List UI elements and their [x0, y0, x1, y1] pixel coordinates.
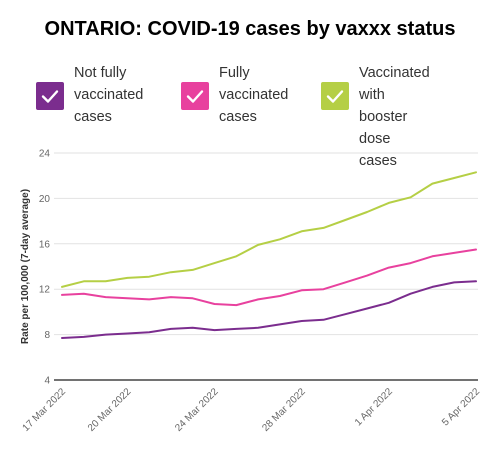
y-tick-label: 12 — [39, 285, 51, 296]
legend-label: Not fully vaccinated cases — [74, 65, 144, 125]
legend-label: Fully vaccinated cases — [219, 65, 289, 125]
x-tick-label: 17 Mar 2022 — [21, 386, 69, 434]
legend-label: Vaccinated with booster dose cases — [359, 65, 430, 169]
y-axis-label: Rate per 100,000 (7-day average) — [20, 189, 31, 344]
chart-title: ONTARIO: COVID-19 cases by vaxxx status — [44, 18, 456, 40]
series-line-1 — [61, 248, 477, 307]
legend-swatch-booster — [321, 82, 349, 110]
check-icon — [181, 82, 209, 110]
swatch-bg — [181, 82, 209, 110]
swatch-bg — [36, 82, 64, 110]
y-tick-label: 16 — [39, 239, 51, 250]
check-icon — [321, 82, 349, 110]
y-tick-label: 8 — [44, 330, 50, 341]
series-line-0 — [61, 280, 477, 339]
series-line-2 — [61, 171, 477, 288]
y-tick-label: 4 — [44, 376, 50, 387]
x-tick-label: 20 Mar 2022 — [86, 386, 134, 434]
y-tick-label: 24 — [39, 149, 51, 160]
x-tick-label: 1 Apr 2022 — [353, 386, 395, 428]
check-icon — [36, 82, 64, 110]
legend-swatch-not-fully — [36, 82, 64, 110]
swatch-bg — [321, 82, 349, 110]
x-tick-label: 28 Mar 2022 — [260, 386, 308, 434]
x-tick-label: 24 Mar 2022 — [173, 386, 221, 434]
x-tick-label: 5 Apr 2022 — [440, 386, 482, 428]
y-tick-label: 20 — [39, 194, 51, 205]
legend-swatch-fully — [181, 82, 209, 110]
chart-legend: Not fully vaccinated cases Fully vaccina… — [0, 62, 500, 169]
